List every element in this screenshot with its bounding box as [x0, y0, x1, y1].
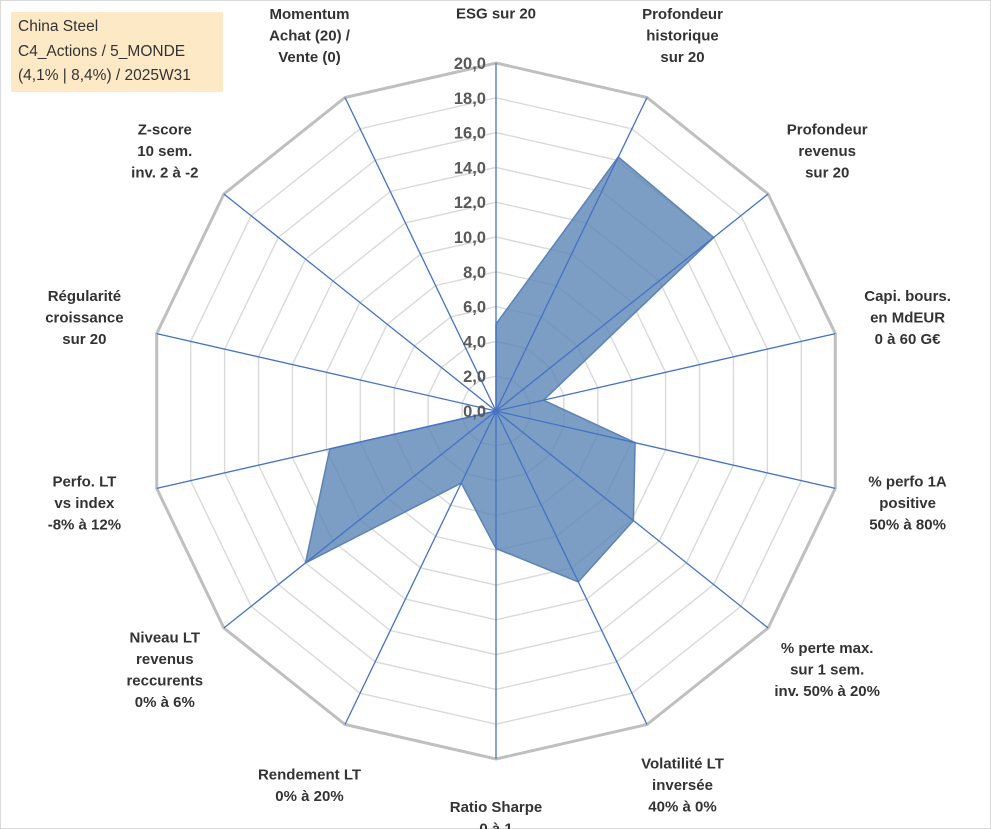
axis-spoke	[344, 410, 497, 725]
chart-info-box: China Steel C4_Actions / 5_MONDE (4,1% |…	[11, 12, 223, 92]
r-tick-label: 6,0	[463, 299, 486, 317]
r-tick-label: 18,0	[454, 90, 486, 108]
r-tick-label: 16,0	[454, 125, 486, 143]
r-tick-label: 2,0	[463, 368, 486, 386]
radar-spokes	[156, 63, 836, 759]
axis-label-perf1a: % perfo 1A positive 50% à 80%	[868, 473, 947, 533]
r-tick-label: 8,0	[463, 264, 486, 282]
axis-spoke	[495, 97, 648, 412]
axis-label-cap: Capi. bours. en MdEUR 0 à 60 G€	[864, 288, 951, 348]
axis-label-hist: Profondeur historique sur 20	[642, 6, 723, 66]
axis-spoke	[495, 410, 648, 725]
axis-label-sharpe: Ratio Sharpe 0 à 1	[450, 799, 543, 829]
series-area	[304, 156, 715, 583]
info-line-performance: (4,1% | 8,4%) / 2025W31	[18, 67, 191, 84]
info-line-company: China Steel	[18, 18, 99, 35]
axis-spoke	[495, 193, 769, 412]
axis-label-perflt: Perfo. LT vs index -8% à 12%	[48, 473, 121, 533]
axis-label-vol: Volatilité LT inversée 40% à 0%	[641, 756, 724, 816]
axis-label-regul: Régularité croissance sur 20	[45, 288, 123, 348]
axis-spoke	[344, 97, 497, 412]
axis-label-rev: Profondeur revenus sur 20	[787, 121, 868, 181]
axis-label-momentum: Momentum Achat (20) / Vente (0)	[269, 6, 351, 66]
axis-spoke	[495, 410, 769, 629]
r-tick-label: 0,0	[463, 403, 486, 421]
axis-spoke	[495, 332, 836, 412]
r-tick-label: 14,0	[454, 159, 486, 177]
r-tick-label: 4,0	[463, 333, 486, 351]
axis-spoke	[223, 410, 497, 629]
axis-spoke	[156, 410, 497, 490]
axis-label-zscore: Z-score 10 sem. inv. 2 à -2	[131, 121, 198, 181]
axis-label-maxloss: % perte max. sur 1 sem. inv. 50% à 20%	[774, 640, 880, 700]
axis-spoke	[156, 332, 497, 412]
axis-label-yield: Rendement LT 0% à 20%	[258, 766, 361, 805]
axis-spoke	[495, 410, 836, 490]
r-tick-label: 12,0	[454, 194, 486, 212]
axis-label-esg: NoteESG sur 20	[456, 0, 536, 23]
r-tick-label: 20,0	[454, 55, 486, 73]
axis-spoke	[223, 193, 497, 412]
r-tick-label: 10,0	[454, 229, 486, 247]
info-line-category: C4_Actions / 5_MONDE	[18, 42, 186, 60]
axis-label-recur: Niveau LT revenus reccurents 0% à 6%	[126, 629, 203, 711]
